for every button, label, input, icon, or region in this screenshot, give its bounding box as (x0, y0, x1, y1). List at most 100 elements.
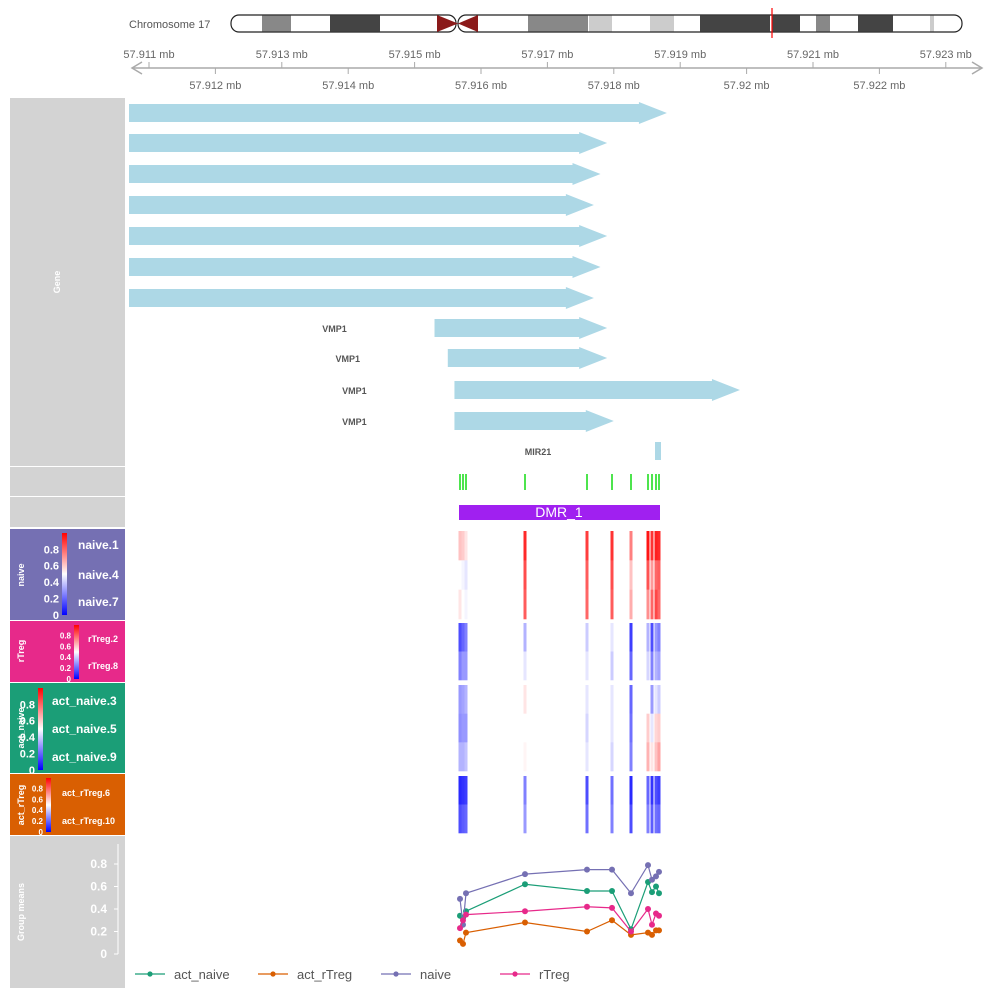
axis-tick-label: 57.917 mb (521, 49, 573, 61)
gene-label: MIR21 (525, 447, 552, 457)
heatmap-cell (610, 742, 614, 772)
heatmap-cell (629, 742, 633, 772)
heatmap-cell (654, 776, 658, 805)
axis-tick-label: 57.921 mb (787, 49, 839, 61)
color-key-tick: 0.6 (44, 561, 59, 573)
color-key-tick: 0 (67, 675, 72, 684)
color-key-tick: 0.2 (20, 748, 35, 760)
ideogram-band (930, 15, 934, 32)
color-key-tick: 0.4 (20, 732, 36, 744)
heatmap-cell (654, 623, 658, 652)
gene-model (129, 225, 608, 247)
data-point (653, 873, 659, 880)
sample-label: naive.7 (78, 595, 119, 609)
heatmap-cell (629, 651, 633, 681)
heatmap-cell (523, 623, 527, 652)
color-key-tick: 0.2 (32, 817, 44, 826)
heatmap-cell (629, 623, 633, 652)
color-key-tick: 0.4 (32, 806, 44, 815)
heatmap-cell (464, 623, 468, 652)
group-means-track-title: Group means (16, 883, 26, 941)
heatmap-cell (464, 685, 468, 714)
heatmap-cell (610, 560, 614, 590)
heatmap-cell (610, 651, 614, 681)
heatmap-cell (646, 623, 650, 652)
axis-tick-label: 57.916 mb (455, 80, 507, 92)
heatmap-cell (657, 685, 661, 714)
heatmap-cell (610, 623, 614, 652)
heatmap-cell (646, 685, 650, 714)
heatmap-cell (650, 742, 654, 772)
heatmap-cell (654, 560, 658, 590)
heatmap-cell (629, 560, 633, 590)
axis-tick-label: 57.915 mb (389, 49, 441, 61)
heatmap-cell (458, 804, 462, 834)
heatmap-cell (461, 804, 465, 834)
act-rtreg-title-panel (10, 774, 125, 835)
sample-label: naive.1 (78, 538, 119, 552)
axis-tick-label: 57.913 mb (256, 49, 308, 61)
color-key-tick: 0 (53, 610, 59, 622)
gene-model (129, 163, 601, 185)
color-key-tick: 0.2 (44, 593, 59, 605)
heatmap-cell (458, 560, 462, 590)
heatmap-cell (650, 531, 654, 561)
heatmap-cell (523, 713, 527, 743)
rtreg-track-title: rTreg (16, 640, 26, 663)
heatmap-cell (646, 804, 650, 834)
heatmap-cell (523, 589, 527, 620)
heatmap-cell (585, 531, 589, 561)
data-point (584, 903, 590, 910)
gene-track-title: Gene (52, 271, 62, 294)
heatmap-cell (461, 685, 465, 714)
heatmap-cell (464, 713, 468, 743)
heatmap-cell (629, 589, 633, 620)
heatmap-cell (657, 742, 661, 772)
heatmap-cell (646, 589, 650, 620)
sample-label: rTreg.8 (88, 661, 118, 671)
color-key-tick: 0 (39, 828, 44, 837)
heatmap-cell (654, 742, 658, 772)
data-point (522, 908, 528, 915)
heatmap-cell (657, 804, 661, 834)
data-point (522, 881, 528, 888)
heatmap-cell (650, 713, 654, 743)
heatmap-cell (461, 560, 465, 590)
heatmap-cell (610, 531, 614, 561)
heatmap-cell (464, 589, 468, 620)
color-key-tick: 0.6 (20, 716, 35, 728)
heatmap-cell (523, 742, 527, 772)
color-key-bar (62, 533, 67, 615)
heatmap-cell (461, 776, 465, 805)
gene-model (129, 256, 601, 278)
heatmap-cell (523, 804, 527, 834)
gene-model (454, 379, 740, 401)
heatmap-cell (610, 685, 614, 714)
heatmap-cell (650, 804, 654, 834)
series-line-act-naive (459, 880, 660, 931)
gene-label: VMP1 (322, 324, 347, 334)
gene-label: VMP1 (342, 386, 367, 396)
heatmap-cell (461, 531, 465, 561)
legend-label: act_rTreg (297, 967, 352, 982)
data-point (645, 862, 651, 869)
heatmap-cell (657, 531, 661, 561)
axis-tick-label: 57.919 mb (654, 49, 706, 61)
heatmap-cell (610, 776, 614, 805)
data-point (584, 888, 590, 894)
cpg-track (459, 474, 660, 490)
data-point (584, 866, 590, 873)
ideogram-bands (262, 15, 934, 32)
color-key-tick: 0.2 (60, 664, 72, 673)
dmr-track: DMR_1 (459, 504, 660, 520)
heatmap-color-keys: 0.80.60.40.20naive.1naive.4naive.70.80.6… (20, 533, 119, 837)
sample-label: act_rTreg.10 (62, 816, 115, 826)
heatmap-cell (646, 776, 650, 805)
heatmap-cell (523, 560, 527, 590)
heatmap-cell (458, 589, 462, 620)
centromere-right (458, 15, 478, 32)
gene-track: VMP1 VMP1 VMP1 VMP1 MIR21 (129, 102, 740, 460)
heatmap-cell (461, 713, 465, 743)
legend-marker (512, 971, 518, 977)
axis-tick-label: 57.914 mb (322, 80, 374, 92)
